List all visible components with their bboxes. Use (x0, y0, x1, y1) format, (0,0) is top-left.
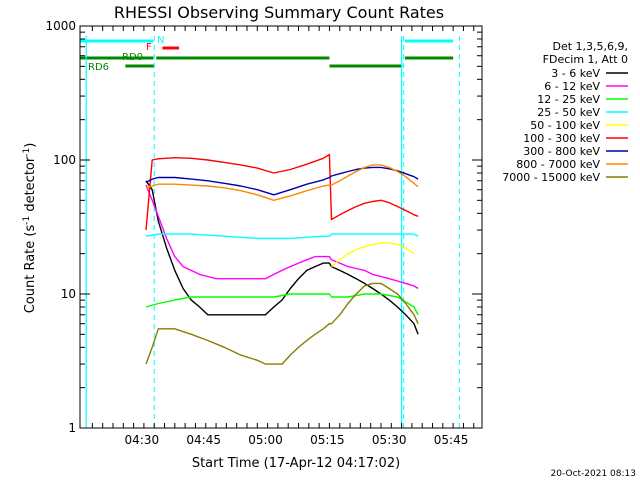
series-line-1 (145, 184, 419, 290)
legend-label-2: 12 - 25 keV (537, 93, 600, 106)
x-tick-label: 05:00 (248, 433, 283, 447)
series-line-0 (145, 180, 419, 335)
series-line-5 (145, 153, 419, 231)
series-line-8 (145, 282, 419, 365)
state-label-rd0: RD0 (122, 52, 143, 63)
series-line-4 (331, 242, 415, 268)
legend-label-3: 25 - 50 keV (537, 106, 600, 119)
y-axis-label-mid: detector (23, 156, 38, 216)
y-tick-label: 1000 (45, 19, 76, 33)
legend-label-7: 800 - 7000 keV (516, 158, 600, 171)
x-axis-label: Start Time (17-Apr-12 04:17:02) (192, 456, 400, 471)
y-axis-label-exp-1: -1 (22, 216, 32, 225)
legend-label-4: 50 - 100 keV (530, 119, 600, 132)
series-line-7 (145, 164, 419, 202)
legend-header-line-2: FDecim 1, Att 0 (543, 53, 628, 66)
state-label-n: N (157, 35, 164, 46)
legend-header-line-1: Det 1,3,5,6,9, (552, 40, 628, 53)
y-axis: 1 10 100 1000 (45, 19, 482, 435)
chart-title: RHESSI Observing Summary Count Rates (114, 3, 444, 22)
legend-label-1: 6 - 12 keV (544, 80, 600, 93)
series-line-3 (145, 233, 419, 240)
series-line-2 (145, 293, 419, 316)
series-line-6 (145, 166, 419, 196)
legend-label-0: 3 - 6 keV (551, 67, 600, 80)
state-label-rd6: RD6 (88, 62, 109, 73)
y-tick-label: 1 (68, 421, 76, 435)
x-tick-label: 04:30 (125, 433, 160, 447)
y-axis-label: Count Rate (s-1 detector-1) (22, 143, 38, 314)
legend: Det 1,3,5,6,9, FDecim 1, Att 0 3 - 6 keV… (502, 40, 628, 184)
x-tick-label: 05:15 (310, 433, 345, 447)
y-axis-label-prefix: Count Rate (s (23, 225, 38, 314)
legend-label-6: 300 - 800 keV (523, 145, 600, 158)
legend-label-5: 100 - 300 keV (523, 132, 600, 145)
plot-frame (79, 25, 483, 429)
x-tick-label: 05:45 (434, 433, 469, 447)
y-axis-label-suffix: ) (23, 143, 38, 148)
y-tick-label: 10 (61, 287, 76, 301)
y-axis-label-exp-2: -1 (22, 148, 32, 157)
x-tick-label: 05:30 (372, 433, 407, 447)
y-tick-label: 100 (53, 153, 76, 167)
generated-timestamp: 20-Oct-2021 08:13 (551, 469, 636, 479)
x-axis: 04:30 04:45 05:00 05:15 05:30 05:45 (91, 26, 475, 447)
legend-label-8: 7000 - 15000 keV (502, 171, 600, 184)
state-label-f: F (146, 42, 152, 53)
x-tick-label: 04:45 (186, 433, 221, 447)
